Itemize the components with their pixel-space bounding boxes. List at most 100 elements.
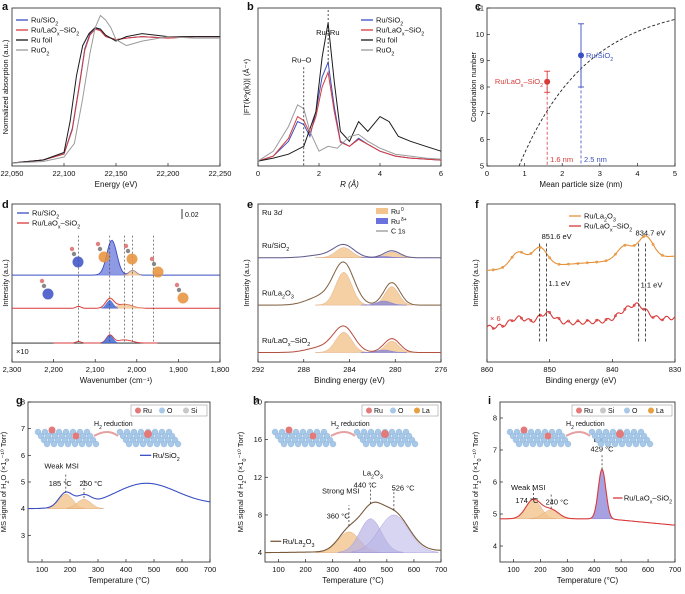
annotation-label: Weak MSI: [44, 462, 78, 471]
marker-point: [623, 307, 627, 311]
lattice-atom: [543, 440, 551, 448]
x-tick-label: 100: [507, 565, 520, 574]
x-tick-label: 400: [354, 565, 367, 574]
marker-point: [510, 319, 514, 323]
marker-point: [642, 235, 646, 238]
marker-point: [595, 318, 599, 322]
y-tick-label: 6: [21, 451, 25, 460]
legend-label: RuO2: [31, 46, 49, 58]
legend-swatch: [159, 407, 165, 414]
x-tick-label: 22,100: [53, 169, 76, 178]
x-tick-label: 2,200: [44, 365, 63, 374]
lattice-atom: [639, 440, 647, 448]
data-point: [578, 52, 584, 59]
c-atom-icon: [125, 248, 131, 254]
annotation-label: H2 reduction: [331, 421, 370, 431]
marker-point: [520, 316, 523, 320]
lattice-atom: [369, 440, 377, 448]
plot-frame: [257, 7, 442, 167]
x-tick-label: 2,300: [3, 365, 22, 374]
lattice-after-icon: [588, 428, 654, 448]
series-line-a-1: [11, 28, 220, 164]
x-tick-label: 860: [481, 365, 494, 374]
x-tick-label: 300: [561, 565, 574, 574]
x-tick-label: 1: [523, 169, 527, 178]
y-tick-label: 7: [480, 109, 484, 118]
panel-letter-c: c: [475, 1, 481, 13]
panel-title: Ru 3: [262, 208, 278, 217]
marker-point: [567, 262, 570, 266]
legend-label: Ru/SiO2: [31, 16, 58, 28]
y-tick-label: 7: [493, 446, 497, 455]
peak-area: [67, 499, 104, 509]
multiplier-label: × 6: [490, 314, 501, 323]
x-tick-label: 830: [669, 365, 682, 374]
peak-area: [315, 247, 373, 258]
y-axis-label: |FT(k³χ(k))| (Å⁻⁴): [242, 58, 251, 115]
legend-swatch: [376, 218, 388, 224]
c-atom-icon: [71, 251, 77, 257]
peak-area: [315, 332, 373, 353]
x-tick-label: 288: [297, 365, 310, 374]
y-axis-label: Intensity (a.u.): [1, 259, 10, 307]
lattice-before-icon: [271, 426, 337, 448]
y-tick-label: 4: [21, 504, 25, 513]
marker-point: [557, 262, 561, 266]
ru-cluster-icon: [72, 432, 80, 440]
legend-label: Ru/SiO2: [376, 16, 403, 28]
peak-area: [95, 240, 129, 276]
tpr-curve: [265, 501, 441, 554]
y-axis-label: Intensity (a.u.): [242, 259, 251, 307]
x-tick-label: 6: [439, 169, 443, 178]
peak-area: [360, 300, 407, 306]
legend-label: Ru foil: [376, 36, 398, 45]
lattice-atom: [550, 440, 558, 448]
lattice-atom: [160, 440, 168, 448]
point-size-label: 1.6 nm: [550, 155, 573, 164]
marker-point: [632, 303, 636, 307]
ru-cluster-icon: [616, 430, 624, 438]
annotation-label: 526 °C: [392, 483, 416, 492]
y-tick-label: 7: [21, 424, 25, 433]
y-tick-label: 5: [480, 162, 484, 171]
annotation-label: Strong MSI: [322, 486, 360, 495]
x-axis-label: Temperature (°C): [322, 576, 384, 585]
plot-frame: [11, 203, 221, 363]
y-tick-label: 11: [476, 4, 484, 13]
peak-area: [360, 256, 407, 258]
lattice-atom: [43, 440, 51, 448]
legend-label: Ru/SiO2: [32, 209, 59, 221]
lattice-atom: [287, 440, 295, 448]
peak-area: [351, 514, 439, 553]
ru-atom-icon: [98, 251, 110, 263]
lattice-atom: [411, 440, 419, 448]
scale-bar-label: 0.02: [185, 212, 199, 219]
y-tick-label: 8: [493, 414, 497, 423]
ru-cluster-icon: [285, 426, 293, 434]
lattice-atom: [139, 440, 147, 448]
x-tick-label: 100: [272, 565, 285, 574]
marker-point: [651, 242, 655, 246]
ru-atom-icon: [177, 292, 189, 304]
panel-letter-e: e: [247, 199, 253, 211]
annotation-label: 185 °C: [49, 479, 73, 488]
marker-point: [548, 311, 552, 314]
x-tick-label: 600: [408, 565, 421, 574]
legend-label: O: [398, 408, 404, 415]
y-tick-label: 20: [254, 398, 262, 407]
lattice-atom: [125, 440, 133, 448]
x-tick-label: 600: [642, 565, 655, 574]
y-tick-label: 6: [493, 478, 497, 487]
legend-label: Ru/SiO2: [153, 451, 180, 463]
legend-swatch: [390, 407, 396, 414]
legend-box: [361, 404, 439, 417]
lattice-atom: [632, 440, 640, 448]
x-tick-label: 500: [615, 565, 628, 574]
lattice-atom: [71, 440, 79, 448]
annotation-ru-o: Ru–O: [292, 55, 312, 64]
annotation-label: 250 °C: [79, 479, 103, 488]
y-axis-label: MS signal of H2O (×10⁻¹⁰ Torr): [236, 431, 248, 532]
lattice-atom: [362, 440, 370, 448]
annotation-label: 834.7 eV: [636, 229, 666, 238]
legend-label: O: [167, 408, 173, 415]
